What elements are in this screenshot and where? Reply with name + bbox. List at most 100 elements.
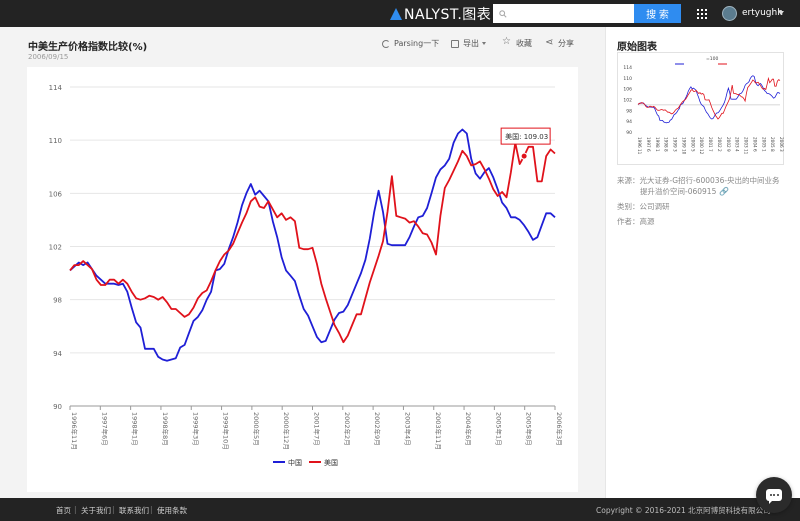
export-label: 导出	[463, 39, 479, 48]
category-line: 类别：公司调研	[617, 201, 670, 212]
tooltip-box	[500, 127, 551, 145]
thumb-x-tick-label: 2003 4	[735, 137, 740, 152]
category-value: 公司调研	[639, 202, 670, 211]
search-icon	[499, 9, 507, 18]
brand-logo-mark-icon	[390, 7, 402, 20]
author-line: 作者：高源	[617, 216, 655, 227]
search-box[interactable]	[493, 4, 634, 23]
source-line: 来源：光大证券-G招行-600036-央出的中间业务	[617, 175, 780, 186]
star-icon	[502, 36, 512, 48]
export-icon	[451, 39, 459, 48]
x-tick-label: 1999年3月	[191, 412, 200, 446]
thumb-x-tick-label: 2001 7	[708, 137, 713, 152]
x-tick-label: 2003年11月	[434, 412, 443, 450]
legend-label: 中国	[288, 458, 302, 467]
search-button[interactable]: 搜 索	[634, 4, 681, 23]
avatar[interactable]	[722, 6, 737, 21]
thumb-series-line	[637, 76, 781, 120]
series-line	[69, 128, 556, 362]
parsing-action[interactable]: Parsing一下	[382, 38, 439, 49]
footer-separator: |	[150, 505, 153, 514]
copyright: Copyright © 2016-2021 北京阿博贸科技有限公司	[596, 506, 771, 515]
thumb-x-tick-label: 2000 12	[699, 137, 704, 155]
share-label: 分享	[558, 39, 574, 48]
page-date: 2006/09/15	[28, 53, 69, 61]
footer-link-terms[interactable]: 使用条款	[157, 506, 187, 515]
y-tick-label: 106	[49, 190, 63, 198]
y-tick-label: 110	[49, 137, 62, 145]
brand-logo[interactable]: NALYST.图表	[390, 5, 491, 23]
thumb-y-tick-label: 90	[626, 130, 632, 136]
username[interactable]: ertyughh	[742, 8, 783, 18]
sidebar-title: 原始图表	[617, 42, 657, 53]
x-tick-label: 2000年12月	[282, 412, 291, 450]
y-tick-label: 94	[53, 350, 62, 358]
x-tick-label: 2002年9月	[373, 412, 382, 446]
thumb-x-tick-label: 2002 2	[717, 137, 722, 152]
parsing-label: Parsing一下	[394, 39, 440, 48]
source-line-2: 提升溢价空间-060915 🔗	[640, 186, 729, 197]
x-tick-label: 2001年7月	[313, 412, 322, 446]
y-tick-label: 90	[53, 403, 62, 411]
thumb-y-tick-label: 110	[623, 76, 632, 82]
tooltip-text: 美国: 109.03	[505, 132, 548, 141]
thumb-x-tick-label: 1997 6	[646, 137, 651, 152]
chat-button[interactable]	[756, 477, 792, 513]
thumb-x-tick-label: 2006 3	[779, 137, 784, 152]
thumb-x-tick-label: 1999 10	[681, 137, 686, 155]
y-tick-label: 98	[53, 297, 62, 305]
thumb-x-tick-label: 1998 8	[664, 137, 669, 152]
source-text[interactable]: 光大证券-G招行-600036-央出的中间业务	[639, 176, 780, 185]
share-icon	[545, 37, 554, 48]
category-label: 类别：	[617, 202, 640, 211]
thumb-x-tick-label: 2004 6	[752, 137, 757, 152]
author-value: 高源	[639, 217, 655, 226]
tooltip-marker	[520, 152, 528, 160]
thumb-x-tick-label: 2000 5	[690, 137, 695, 152]
thumb-legend-note: =100	[706, 56, 718, 62]
legend-label: 美国	[324, 458, 338, 467]
thumb-y-tick-label: 114	[623, 65, 632, 71]
refresh-icon	[382, 39, 390, 48]
thumb-x-tick-label: 2003 11	[744, 137, 749, 155]
x-tick-label: 2006年3月	[555, 412, 564, 446]
chevron-down-icon	[482, 42, 486, 45]
favorite-label: 收藏	[516, 39, 532, 48]
series-line	[69, 141, 556, 344]
chart-card: 90 94 98 102 106 110 114 1996年11月 1997年6月 1998年1月…	[27, 67, 578, 492]
link-icon[interactable]: 🔗	[719, 187, 730, 196]
thumb-x-tick-label: 1996 11	[637, 137, 642, 155]
y-tick-label: 114	[49, 84, 63, 92]
y-tick-label: 102	[49, 244, 62, 252]
x-tick-label: 2004年6月	[464, 412, 473, 446]
apps-grid-icon[interactable]	[697, 9, 707, 19]
chevron-down-icon[interactable]	[778, 11, 784, 15]
thumb-y-tick-label: 98	[626, 108, 632, 114]
source-text-2[interactable]: 提升溢价空间-060915	[640, 187, 717, 196]
footer-link-about[interactable]: 关于我们	[81, 506, 111, 515]
footer	[0, 498, 800, 521]
main-chart[interactable]: 90 94 98 102 106 110 114 1996年11月 1997年6月 1998年1月…	[27, 67, 578, 492]
x-tick-label: 2005年8月	[525, 412, 534, 446]
thumb-series-line	[637, 75, 781, 124]
share-action[interactable]: 分享	[545, 37, 574, 49]
search-input[interactable]	[511, 8, 631, 19]
export-action[interactable]: 导出	[451, 38, 486, 49]
x-tick-label: 1998年8月	[161, 412, 170, 446]
footer-link-home[interactable]: 首页	[56, 506, 71, 515]
original-chart-thumbnail[interactable]: 114 110 106 102 98 94 90 =100 1996 11 1997 6 1998 …	[617, 52, 784, 165]
x-tick-label: 1998年1月	[131, 412, 140, 446]
thumb-x-tick-label: 2002 9	[726, 137, 731, 152]
source-label: 来源：	[617, 176, 640, 185]
x-tick-label: 2005年1月	[494, 412, 503, 446]
favorite-action[interactable]: 收藏	[502, 36, 532, 49]
x-tick-label: 2003年4月	[403, 412, 412, 446]
thumb-x-tick-label: 2005 1	[761, 137, 766, 152]
footer-separator: |	[112, 505, 115, 514]
footer-link-contact[interactable]: 联系我们	[119, 506, 149, 515]
thumb-x-tick-label: 1998 1	[655, 137, 660, 152]
x-tick-label: 2000年5月	[252, 412, 261, 446]
x-tick-label: 1997年6月	[100, 412, 109, 446]
thumb-y-tick-label: 94	[626, 119, 632, 125]
footer-separator: |	[74, 505, 77, 514]
